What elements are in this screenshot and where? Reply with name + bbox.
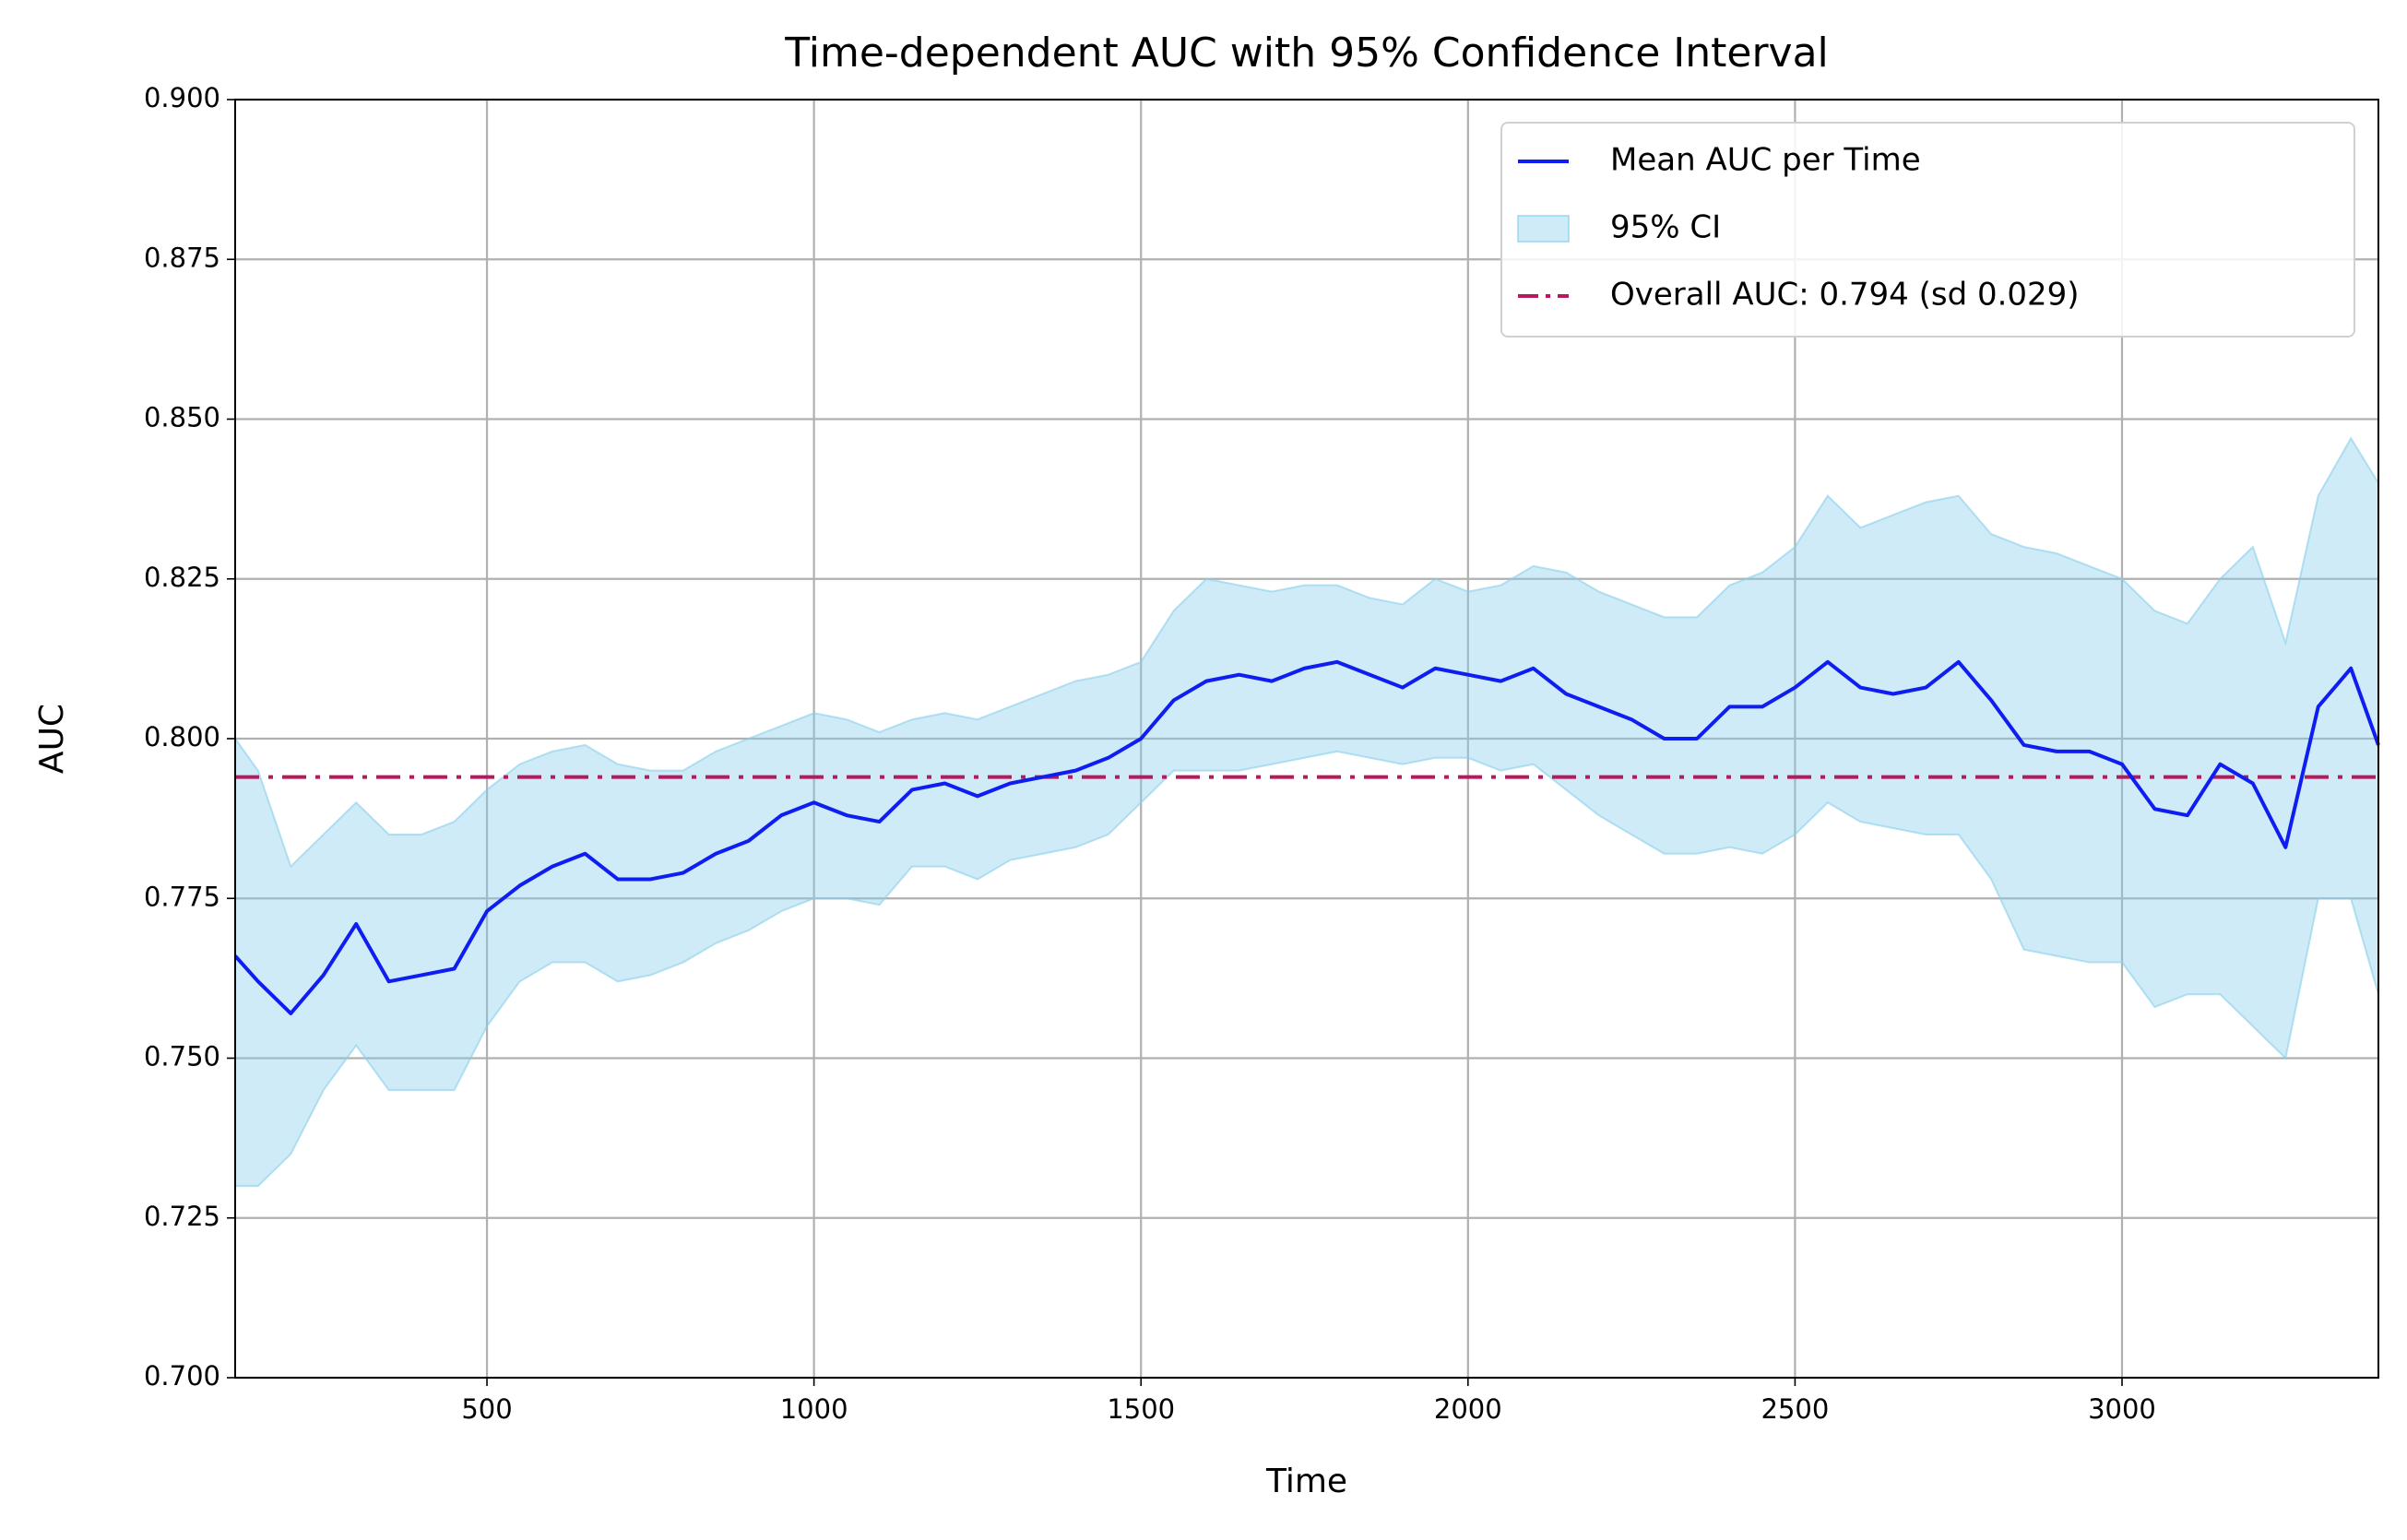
x-tick-label: 2000 [1434, 1393, 1502, 1425]
y-tick-label: 0.700 [144, 1360, 220, 1392]
y-tick-label: 0.875 [144, 242, 220, 273]
ci-band [234, 436, 2379, 1188]
y-tick-label: 0.750 [144, 1041, 220, 1072]
mean-line [233, 659, 2380, 1015]
legend-label: 95% CI [1610, 209, 1721, 246]
y-tick-label: 0.800 [144, 721, 220, 752]
legend-box [1500, 122, 2355, 338]
y-tick-label: 0.775 [144, 881, 220, 912]
y-tick-label: 0.725 [144, 1201, 220, 1232]
y-tick-label: 0.900 [144, 82, 220, 113]
x-tick-label: 1500 [1107, 1393, 1175, 1425]
legend-label: Mean AUC per Time [1610, 142, 1921, 179]
x-tick-label: 2500 [1761, 1393, 1830, 1425]
y-tick-label: 0.850 [144, 402, 220, 433]
legend-label: Overall AUC: 0.794 (sd 0.029) [1610, 277, 2080, 314]
x-tick-label: 1000 [780, 1393, 848, 1425]
x-tick-label: 500 [461, 1393, 512, 1425]
chart-title: Time-dependent AUC with 95% Confidence I… [784, 30, 1829, 77]
x-axis-label: Time [1265, 1463, 1347, 1500]
legend-swatch [1517, 215, 1570, 243]
y-axis-label: AUC [33, 704, 71, 774]
x-tick-label: 3000 [2088, 1393, 2156, 1425]
axes-frame [234, 99, 2379, 1379]
y-tick-label: 0.825 [144, 562, 220, 593]
